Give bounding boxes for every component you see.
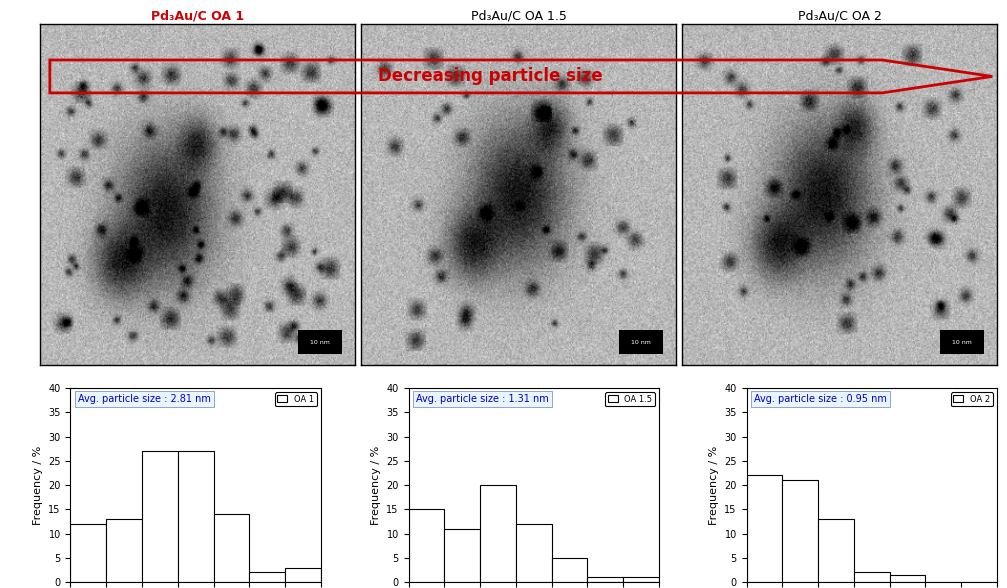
Text: 10 nm: 10 nm bbox=[631, 340, 652, 345]
Bar bbox=[444, 529, 480, 582]
Bar bbox=[516, 524, 552, 582]
Bar bbox=[818, 519, 854, 582]
Bar bbox=[298, 330, 342, 355]
Text: Avg. particle size : 2.81 nm: Avg. particle size : 2.81 nm bbox=[78, 394, 210, 404]
Y-axis label: Frequency / %: Frequency / % bbox=[32, 446, 42, 524]
Y-axis label: Frequency / %: Frequency / % bbox=[371, 446, 381, 524]
Text: Avg. particle size : 1.31 nm: Avg. particle size : 1.31 nm bbox=[416, 394, 549, 404]
Y-axis label: Frequency / %: Frequency / % bbox=[709, 446, 719, 524]
Bar bbox=[746, 475, 782, 582]
Legend: OA 1: OA 1 bbox=[275, 392, 317, 406]
Bar bbox=[941, 330, 984, 355]
Bar bbox=[587, 577, 623, 582]
Bar bbox=[552, 558, 587, 582]
Bar bbox=[213, 514, 250, 582]
Bar bbox=[619, 330, 664, 355]
Title: Pd₃Au/C OA 1.5: Pd₃Au/C OA 1.5 bbox=[470, 9, 567, 22]
Text: Decreasing particle size: Decreasing particle size bbox=[378, 68, 602, 85]
Title: Pd₃Au/C OA 2: Pd₃Au/C OA 2 bbox=[798, 9, 881, 22]
Bar bbox=[623, 577, 659, 582]
Bar bbox=[782, 480, 818, 582]
Bar bbox=[142, 451, 178, 582]
Title: Pd₃Au/C OA 1: Pd₃Au/C OA 1 bbox=[151, 9, 244, 22]
Legend: OA 2: OA 2 bbox=[951, 392, 993, 406]
Text: 10 nm: 10 nm bbox=[953, 340, 972, 345]
Text: Avg. particle size : 0.95 nm: Avg. particle size : 0.95 nm bbox=[754, 394, 887, 404]
Bar bbox=[285, 567, 321, 582]
Bar bbox=[107, 519, 142, 582]
Legend: OA 1.5: OA 1.5 bbox=[605, 392, 655, 406]
Bar bbox=[889, 575, 925, 582]
Bar bbox=[409, 509, 444, 582]
Bar bbox=[70, 524, 107, 582]
Bar bbox=[178, 451, 213, 582]
Bar bbox=[480, 485, 516, 582]
Text: 10 nm: 10 nm bbox=[310, 340, 330, 345]
Bar bbox=[854, 573, 889, 582]
Bar bbox=[250, 573, 285, 582]
